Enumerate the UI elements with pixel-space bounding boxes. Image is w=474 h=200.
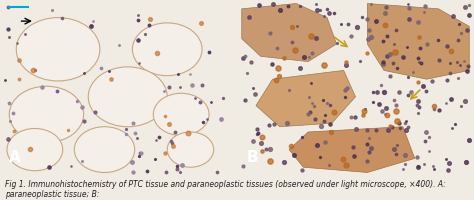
- Polygon shape: [242, 4, 337, 62]
- Circle shape: [7, 128, 63, 171]
- Text: B: B: [246, 150, 258, 165]
- Text: A: A: [9, 150, 21, 165]
- Circle shape: [74, 127, 135, 172]
- Circle shape: [153, 93, 209, 136]
- Circle shape: [88, 67, 167, 127]
- Polygon shape: [256, 70, 356, 127]
- Text: Fig 1. Immunohistochemistry of PTC tissue and paraneoplastic tissues (observed u: Fig 1. Immunohistochemistry of PTC tissu…: [5, 180, 446, 199]
- Circle shape: [167, 132, 214, 167]
- Polygon shape: [289, 127, 415, 172]
- Circle shape: [16, 18, 100, 81]
- Circle shape: [132, 23, 202, 76]
- Circle shape: [9, 86, 83, 143]
- Polygon shape: [367, 4, 469, 79]
